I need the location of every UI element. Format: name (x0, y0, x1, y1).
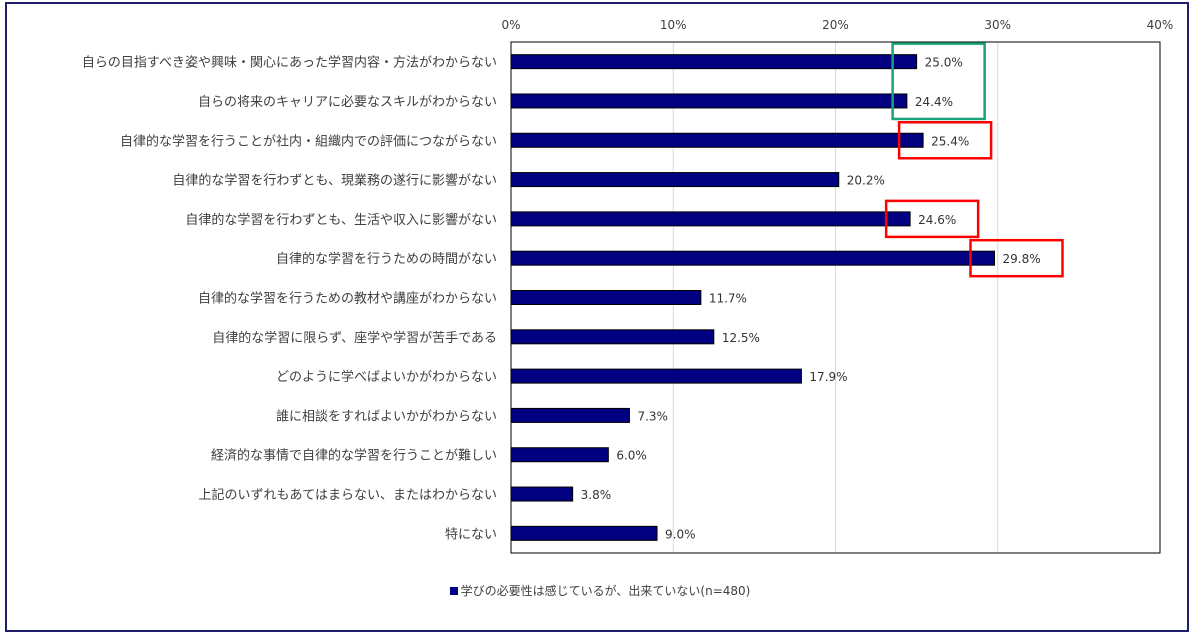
data-label: 17.9% (809, 370, 847, 384)
category-label: 自律的な学習を行うための時間がない (276, 251, 497, 267)
data-label: 12.5% (722, 331, 760, 345)
bar (510, 447, 609, 463)
bar (510, 486, 574, 502)
data-label: 24.4% (915, 95, 953, 109)
legend-label: 学びの必要性は感じているが、出来ていない(n=480) (460, 584, 751, 598)
data-label: 6.0% (616, 449, 647, 463)
legend-swatch (449, 587, 458, 595)
category-label: 自律的な学習に限らず、座学や学習が苦手である (212, 330, 497, 346)
bar (510, 525, 658, 541)
bar (510, 250, 996, 266)
bar (510, 93, 908, 109)
category-label: どのように学べばよいかがわからない (276, 369, 497, 385)
x-tick-label: 20% (822, 18, 849, 32)
data-label: 25.4% (931, 134, 969, 148)
category-label: 誰に相談をすればよいかがわからない (276, 408, 497, 424)
data-label: 25.0% (925, 56, 963, 70)
legend: 学びの必要性は感じているが、出来ていない(n=480) (0, 582, 1200, 599)
category-label: 自律的な学習を行わずとも、現業務の遂行に影響がない (172, 173, 497, 189)
bar (510, 211, 911, 227)
data-label: 29.8% (1003, 252, 1041, 266)
bar (510, 54, 918, 70)
bar (510, 290, 702, 305)
category-label: 特にない (445, 527, 497, 542)
data-label: 3.8% (581, 488, 612, 502)
category-label: 自律的な学習を行うための教材や講座がわからない (198, 291, 497, 307)
data-label: 24.6% (918, 213, 956, 227)
category-label: 上記のいずれもあてはまらない、またはわからない (199, 487, 497, 503)
category-label: 自らの目指すべき姿や興味・関心にあった学習内容・方法がわからない (82, 55, 497, 71)
data-label: 7.3% (637, 409, 668, 423)
data-label: 11.7% (709, 292, 747, 306)
x-tick-label: 40% (1147, 18, 1174, 32)
x-tick-label: 30% (984, 18, 1011, 32)
x-tick-label: 0% (501, 18, 520, 32)
bar (510, 368, 802, 384)
category-label: 自らの将来のキャリアに必要なスキルがわからない (198, 95, 497, 110)
highlight-box (897, 121, 993, 160)
bar (510, 132, 924, 148)
highlight-box (884, 199, 980, 239)
data-label: 20.2% (847, 174, 885, 188)
category-label: 経済的な事情で自律的な学習を行うことが難しい (211, 448, 497, 464)
bar (510, 329, 715, 345)
category-label: 自律的な学習を行わずとも、生活や収入に影響がない (185, 212, 497, 228)
bar (510, 172, 840, 188)
bar (510, 407, 630, 423)
x-tick-label: 10% (660, 18, 687, 32)
chart-frame (5, 2, 1189, 632)
category-label: 自律的な学習を行うことが社内・組織内での評価につながらない (120, 133, 497, 149)
data-label: 9.0% (665, 527, 696, 541)
highlight-box (969, 238, 1064, 278)
highlight-box (891, 42, 986, 121)
